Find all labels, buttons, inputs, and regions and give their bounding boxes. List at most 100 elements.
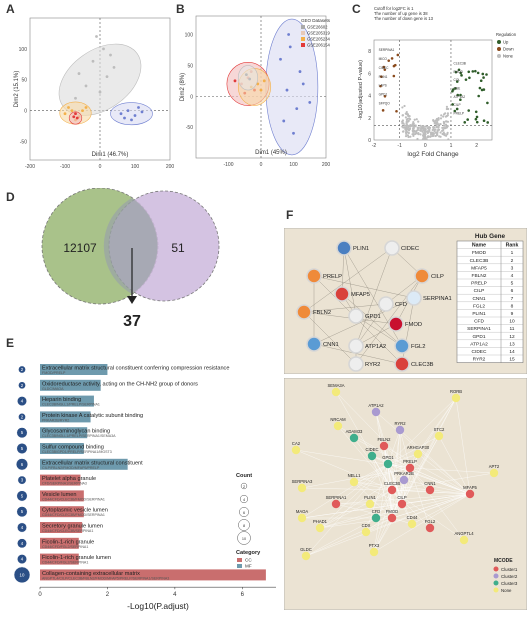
x-tick-label: 2 (106, 592, 110, 598)
none-gene-point (426, 130, 429, 133)
network-edge (319, 467, 411, 529)
none-gene-point (427, 135, 430, 139)
venn-intersection (103, 198, 158, 294)
data-point (244, 73, 248, 77)
venn-arrow-head (127, 296, 137, 304)
network-edge (373, 493, 471, 553)
hub-node-label: CLEC3B (411, 362, 434, 368)
mcode-node (465, 489, 475, 499)
legend-swatch (301, 25, 305, 29)
none-gene-point (401, 121, 404, 124)
count-circle (16, 427, 28, 439)
network-edge (391, 429, 401, 519)
panel-letter-c: C (352, 2, 361, 16)
hub-table-cell: 10 (509, 319, 515, 325)
down-gene-point (381, 109, 385, 112)
data-point (126, 109, 130, 113)
legend-label: GSE205234 (307, 37, 330, 42)
none-gene-point (406, 127, 409, 130)
network-edge (305, 493, 471, 557)
mcode-node-label: PLIN1 (364, 495, 376, 500)
mcode-node-label: CNN1 (424, 481, 436, 486)
count-legend-label: 6 (243, 511, 245, 515)
hub-table-cell: 9 (511, 311, 514, 317)
gene-list-label: CD44/CFD/FGL2/SERPINA1 (42, 545, 88, 549)
count-circle (17, 396, 27, 407)
mcode-node (371, 407, 381, 417)
none-gene-point (446, 114, 449, 117)
up-gene-point (486, 121, 490, 124)
legend-label: Up (503, 40, 509, 45)
up-gene-point (485, 73, 488, 76)
count-circle (17, 522, 27, 533)
none-gene-point (444, 123, 448, 126)
mcode-node-label: CFD (372, 509, 381, 514)
mcode-node-label: FMOD (386, 509, 398, 514)
hub-node (348, 356, 364, 372)
panel-d-venn-diagram: 12107 51 37 (41, 188, 220, 330)
network-edge (313, 275, 415, 299)
panel-letter-f: F (286, 208, 294, 222)
mcode-node (291, 445, 301, 455)
data-point (98, 90, 102, 94)
none-gene-point (407, 119, 410, 123)
mcode-node (387, 513, 397, 523)
none-gene-point (442, 128, 445, 132)
data-point (63, 112, 67, 116)
y-tick-label: 0 (24, 109, 27, 115)
network-edge (387, 463, 403, 505)
legend-swatch (301, 37, 305, 41)
mcode-node (297, 483, 307, 493)
network-edge (305, 503, 403, 557)
network-edge (319, 489, 393, 529)
legend-swatch (497, 47, 501, 51)
enrichment-bar (40, 474, 81, 486)
network-edge (391, 489, 465, 541)
gene-list-label: CLEC3B/NGLL1/PRELP/SERPINA1 (42, 403, 100, 407)
hub-table-cell: 12 (509, 334, 515, 340)
mcode-node-label: APT2 (489, 464, 500, 469)
mcode-node-label: ARHGAP30 (407, 445, 430, 450)
none-gene-point (439, 131, 442, 134)
network-edge (371, 455, 403, 505)
enrichment-bar (40, 569, 266, 581)
none-gene-point (424, 125, 428, 128)
none-gene-point (406, 134, 410, 137)
count-circle (13, 566, 31, 584)
network-edge (409, 467, 465, 541)
data-point (137, 106, 140, 109)
none-gene-point (405, 132, 408, 135)
network-edge (387, 429, 401, 465)
none-gene-point (436, 129, 439, 132)
none-gene-point (412, 130, 415, 133)
up-gene-point (482, 88, 486, 91)
mcode-node-label: GPD1 (382, 455, 394, 460)
legend-title: Regulation (496, 32, 517, 37)
network-edge (373, 517, 393, 553)
network-edge (399, 429, 471, 495)
network-edge (409, 467, 471, 495)
gene-label: SFPQO (379, 101, 391, 105)
none-gene-point (445, 105, 449, 108)
mcode-node-label: MAOA (296, 509, 309, 514)
legend-title: Count (236, 473, 252, 479)
none-gene-point (442, 120, 445, 124)
data-point (109, 53, 112, 57)
hub-node-label: PLIN1 (353, 246, 369, 252)
network-edge (455, 397, 471, 495)
hub-table-cell: 14 (509, 349, 515, 355)
down-gene-point (390, 57, 394, 60)
network-edge (375, 411, 471, 495)
mcode-legend-label: None (501, 588, 512, 593)
none-gene-point (441, 132, 444, 136)
count-circle (16, 443, 28, 454)
mcode-legend-swatch (493, 573, 499, 579)
network-edge (301, 463, 389, 519)
count-label: 5 (21, 493, 24, 498)
hub-table-cell: PRELP (471, 281, 487, 287)
mcode-node-label: RYR2 (394, 421, 406, 426)
mcode-legend-label: Cluster3 (501, 581, 518, 586)
category-legend-swatch (237, 558, 242, 562)
none-gene-point (437, 116, 440, 120)
y-tick-label: 8 (368, 49, 371, 55)
